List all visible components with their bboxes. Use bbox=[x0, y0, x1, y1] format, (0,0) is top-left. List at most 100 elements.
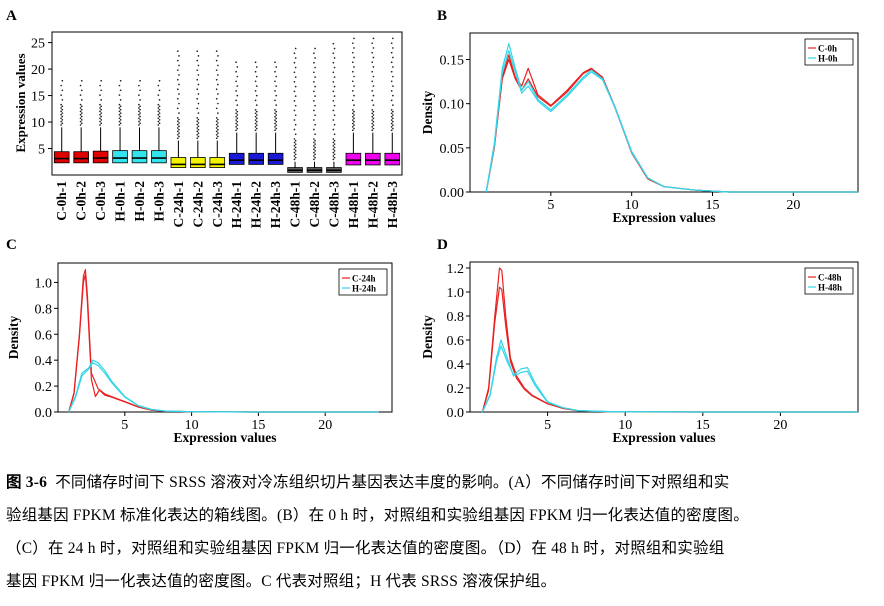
panel-a-outlier bbox=[332, 90, 335, 93]
panel-a-box bbox=[190, 157, 206, 168]
panel-a-outlier bbox=[217, 64, 219, 67]
panel-a-outlier bbox=[332, 109, 335, 112]
panel-a-outlier bbox=[80, 89, 83, 92]
panel-a-outlier bbox=[294, 47, 297, 50]
panel-a-outlier bbox=[392, 37, 394, 40]
panel-a-outlier bbox=[255, 85, 258, 87]
panel-a-outlier bbox=[372, 37, 375, 40]
panel-a-outlier bbox=[392, 75, 394, 78]
panel-a-outlier bbox=[100, 105, 103, 108]
panel-c-xlabel: Expression values bbox=[174, 430, 277, 445]
panel-a-outlier bbox=[294, 153, 297, 156]
panel-a-outlier bbox=[178, 74, 180, 76]
panel-a-outlier bbox=[314, 47, 316, 50]
panel-d-legend bbox=[804, 267, 854, 295]
panel-a-outlier bbox=[119, 105, 122, 108]
panel-a-outlier bbox=[372, 94, 375, 97]
panel-a-outlier bbox=[372, 47, 375, 49]
panel-a-outlier bbox=[196, 117, 199, 119]
panel-a-outlier bbox=[353, 110, 355, 113]
panel-a-outlier bbox=[197, 74, 200, 76]
panel-a-outlier bbox=[332, 42, 335, 45]
panel-a-outlier bbox=[314, 123, 316, 126]
panel-a-outlier bbox=[119, 112, 122, 114]
panel-a-outlier bbox=[60, 124, 62, 126]
panel-a-outlier bbox=[158, 115, 161, 118]
panel-b-series-line bbox=[485, 50, 858, 193]
panel-d-ylabel: Density bbox=[420, 315, 435, 359]
panel-a-outlier bbox=[254, 119, 257, 121]
panel-a-outlier bbox=[176, 107, 179, 110]
panel-a-box bbox=[53, 151, 70, 164]
panel-a-outlier bbox=[371, 122, 374, 125]
panel-a-outlier bbox=[294, 95, 297, 97]
panel-a-outlier bbox=[332, 144, 335, 147]
panel-a-category-label: H-48h-1 bbox=[346, 181, 361, 229]
panel-a-outlier bbox=[351, 61, 354, 64]
panel-a-outlier bbox=[100, 112, 103, 114]
panel-a-outlier bbox=[178, 64, 180, 67]
panel-b-xtick-label: 10 bbox=[625, 198, 639, 213]
panel-b-xtick-label: 20 bbox=[786, 198, 800, 213]
panel-a-outlier bbox=[61, 89, 64, 92]
panel-a-outlier bbox=[215, 130, 218, 133]
panel-a-outlier bbox=[217, 125, 219, 128]
panel-a-outlier bbox=[371, 89, 374, 92]
panel-a-outlier bbox=[353, 94, 355, 97]
panel-a-outlier bbox=[372, 104, 375, 106]
panel-a-outlier bbox=[372, 56, 375, 59]
panel-a-outlier bbox=[371, 119, 374, 121]
panel-a-outlier bbox=[196, 69, 199, 72]
panel-a-outlier bbox=[196, 107, 199, 110]
panel-c-ytick-label: 1.0 bbox=[35, 276, 53, 291]
panel-a-outlier bbox=[176, 97, 179, 100]
panel-a-outlier bbox=[99, 124, 101, 126]
panel-a-outlier bbox=[313, 141, 315, 144]
panel-a-outlier bbox=[351, 115, 354, 118]
panel-c-ytick-label: 0.8 bbox=[35, 302, 53, 317]
panel-b-legend-label: H-0h bbox=[818, 54, 838, 64]
panel-a-outlier bbox=[99, 84, 101, 87]
panel-a-box bbox=[345, 152, 362, 166]
panel-a-category-label: C-48h-3 bbox=[326, 181, 341, 228]
panel-a-outlier bbox=[215, 107, 218, 110]
panel-a-outlier bbox=[275, 85, 278, 87]
panel-a-outlier bbox=[313, 80, 315, 83]
panel-b-ylabel: Density bbox=[420, 91, 435, 135]
panel-d: D 0.0 0.2 0.4 0.6 0.8 1.0 1.2 5 10 15 20 Expression … bbox=[420, 237, 859, 445]
panel-a-outlier bbox=[236, 124, 239, 127]
panel-a-outlier bbox=[215, 127, 218, 129]
panel-a-outlier bbox=[217, 112, 219, 114]
panel-a-outlier bbox=[294, 123, 297, 126]
panel-a-outlier bbox=[392, 124, 394, 127]
caption-line-4: 基因 FPKM 归一化表达值的密度图。C 代表对照组；H 代表 SRSS 溶液保… bbox=[6, 573, 557, 590]
panel-a-outlier bbox=[353, 66, 355, 68]
panel-a-outlier bbox=[275, 94, 278, 97]
panel-a-outlier bbox=[254, 129, 257, 132]
panel-a-category-label: C-48h-1 bbox=[288, 181, 303, 228]
panel-a-outlier bbox=[313, 144, 315, 147]
panel-a-outlier bbox=[390, 89, 393, 92]
panel-a-outlier bbox=[333, 146, 336, 149]
panel-a-outlier bbox=[351, 89, 354, 92]
panel-a-outlier bbox=[176, 78, 179, 81]
panel-a-outlier bbox=[293, 158, 296, 161]
panel-a-outlier bbox=[196, 78, 199, 81]
panel-a-outlier bbox=[275, 110, 278, 113]
panel-a-outlier bbox=[61, 112, 64, 114]
panel-a-outlier bbox=[313, 155, 315, 157]
panel-a-outlier bbox=[351, 119, 354, 121]
panel-a-outlier bbox=[293, 144, 296, 147]
panel-a-outlier bbox=[390, 109, 393, 111]
panel-a-outlier bbox=[99, 94, 101, 96]
panel-a-outlier bbox=[254, 80, 257, 83]
panel-a-outlier bbox=[392, 94, 394, 97]
panel-a-outlier bbox=[178, 93, 180, 95]
panel-a-outlier bbox=[100, 79, 103, 82]
panel-a-outlier bbox=[351, 112, 354, 115]
panel-a-outlier bbox=[236, 114, 239, 116]
panel-a-outlier bbox=[215, 120, 218, 123]
panel-a-outlier bbox=[158, 119, 161, 121]
panel-a-outlier bbox=[235, 112, 237, 115]
panel-a-outlier bbox=[197, 132, 200, 134]
